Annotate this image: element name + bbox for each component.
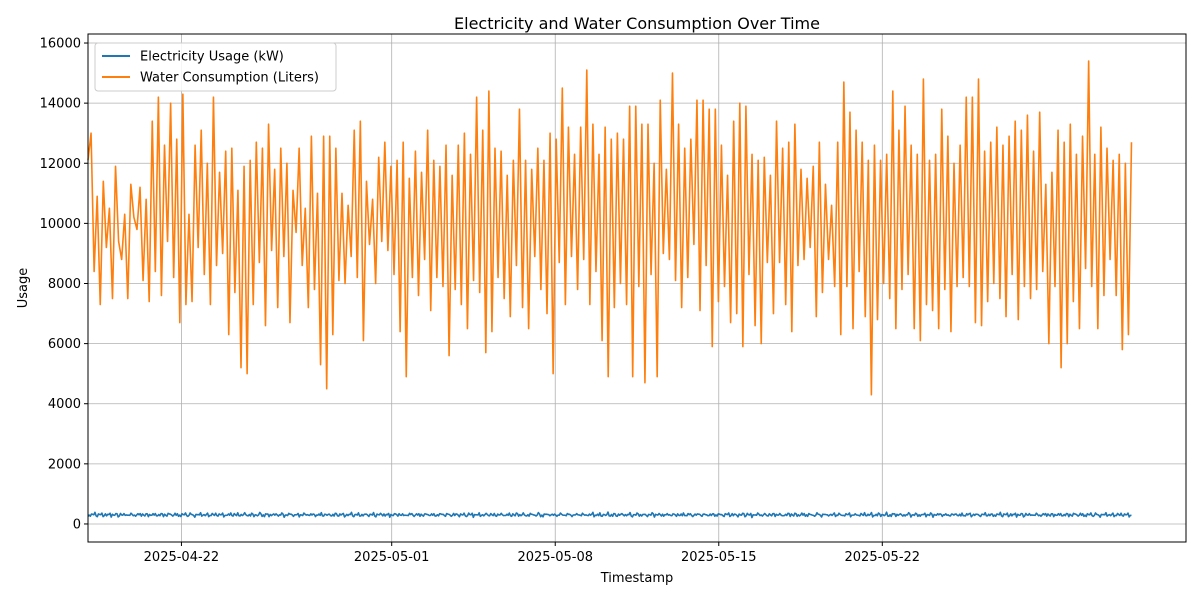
x-axis: 2025-04-22 2025-05-01 2025-05-08 2025-05-15…: [144, 542, 920, 565]
y-tick-label: 10000: [40, 217, 81, 232]
y-tick-label: 6000: [48, 337, 81, 352]
y-tick-label: 12000: [40, 157, 81, 172]
legend: Electricity Usage (kW) Water Consumption …: [94, 42, 337, 92]
x-tick-label: 2025-05-08: [517, 550, 593, 565]
y-tick-label: 4000: [48, 397, 81, 412]
x-tick-label: 2025-05-15: [681, 550, 757, 565]
x-tick-label: 2025-05-01: [354, 550, 430, 565]
x-tick-label: 2025-04-22: [144, 550, 220, 565]
x-tick-label: 2025-05-22: [845, 550, 921, 565]
legend-label: Electricity Usage (kW): [140, 50, 284, 65]
plot-area: [87, 33, 1187, 543]
legend-label: Water Consumption (Liters): [140, 71, 319, 86]
y-axis: 0 2000 4000 6000 8000 10000 12000 14000 16000: [40, 37, 88, 532]
y-tick-label: 14000: [40, 97, 81, 112]
series-line-water: [87, 60, 1133, 396]
y-tick-label: 8000: [48, 277, 81, 292]
legend-box: [94, 42, 337, 92]
series-line-electricity: [87, 511, 1132, 519]
y-tick-label: 2000: [48, 457, 81, 472]
y-tick-label: 0: [73, 517, 81, 532]
chart-title: Electricity and Water Consumption Over T…: [454, 14, 820, 33]
x-axis-label: Timestamp: [600, 571, 674, 586]
series-layer: [87, 60, 1133, 519]
y-axis-label: Usage: [16, 268, 31, 309]
y-tick-label: 16000: [40, 37, 81, 52]
